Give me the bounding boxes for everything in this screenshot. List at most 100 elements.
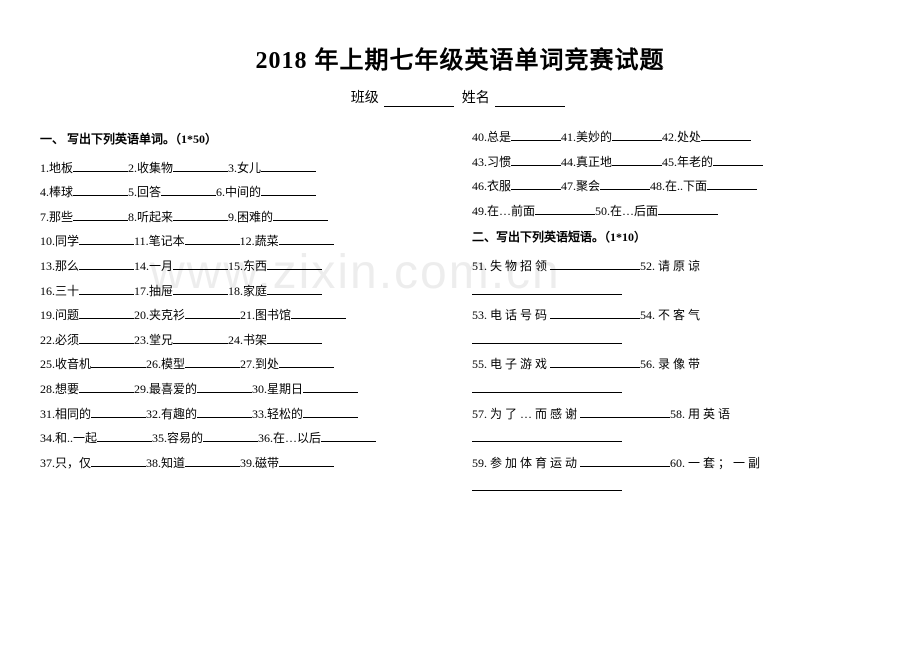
vocab-item: 41.美妙的 [561,130,612,144]
name-label: 姓名 [462,91,490,106]
answer-blank[interactable] [185,308,240,319]
answer-blank[interactable] [161,185,216,196]
answer-blank[interactable] [79,308,134,319]
answer-blank[interactable] [79,382,134,393]
answer-blank[interactable] [279,357,334,368]
name-blank[interactable] [495,92,565,107]
class-label: 班级 [351,91,379,106]
answer-blank[interactable] [73,185,128,196]
answer-blank[interactable] [701,130,751,141]
answer-blank[interactable] [550,357,640,368]
answer-blank[interactable] [291,308,346,319]
vocab-item: 9.困难的 [228,210,273,224]
vocab-row: 46.衣服47.聚会48.在..下面 [472,174,880,199]
vocab-row: 43.习惯44.真正地45.年老的 [472,150,880,175]
answer-blank[interactable] [261,185,316,196]
answer-blank[interactable] [472,431,622,442]
answer-blank[interactable] [73,210,128,221]
answer-blank[interactable] [91,456,146,467]
vocab-row: 19.问题20.夹克衫21.图书馆 [40,303,448,328]
answer-blank[interactable] [267,284,322,295]
answer-blank[interactable] [173,284,228,295]
answer-blank[interactable] [79,234,134,245]
phrase-item: 60. 一 套 ； 一 副 [670,456,760,470]
vocab-item: 11.笔记本 [134,234,185,248]
answer-blank[interactable] [580,456,670,467]
vocab-item: 22.必须 [40,333,79,347]
answer-blank[interactable] [79,259,134,270]
vocab-row: 16.三十17.抽屉18.家庭 [40,279,448,304]
answer-blank[interactable] [658,204,718,215]
answer-blank[interactable] [580,407,670,418]
answer-blank[interactable] [713,155,763,166]
answer-blank[interactable] [203,431,258,442]
answer-blank[interactable] [267,333,322,344]
answer-blank[interactable] [79,333,134,344]
answer-blank[interactable] [91,407,146,418]
phrase-item: 52. 请 原 谅 [640,259,700,273]
answer-blank[interactable] [261,161,316,172]
answer-blank[interactable] [707,179,757,190]
answer-blank[interactable] [550,308,640,319]
vocab-item: 1.地板 [40,161,73,175]
answer-blank[interactable] [173,259,228,270]
vocab-item: 43.习惯 [472,155,511,169]
answer-blank[interactable] [267,259,322,270]
answer-blank[interactable] [173,333,228,344]
answer-blank[interactable] [197,407,252,418]
phrase-cont-blank [472,328,880,353]
vocab-row: 1.地板2.收集物3.女儿 [40,156,448,181]
vocab-item: 44.真正地 [561,155,612,169]
vocab-item: 49.在…前面 [472,204,535,218]
phrase-row: 53. 电 话 号 码 54. 不 客 气 [472,303,880,328]
two-column-layout: 一、 写出下列英语单词。（1*50）1.地板2.收集物3.女儿4.棒球5.回答6… [40,125,880,500]
vocab-item: 19.问题 [40,308,79,322]
class-blank[interactable] [384,92,454,107]
phrase-row: 51. 失 物 招 领 52. 请 原 谅 [472,254,880,279]
vocab-item: 13.那么 [40,259,79,273]
answer-blank[interactable] [279,234,334,245]
answer-blank[interactable] [97,431,152,442]
answer-blank[interactable] [511,155,561,166]
phrase-item: 58. 用 英 语 [670,407,730,421]
answer-blank[interactable] [612,155,662,166]
answer-blank[interactable] [321,431,376,442]
answer-blank[interactable] [279,456,334,467]
answer-blank[interactable] [511,179,561,190]
answer-blank[interactable] [73,161,128,172]
answer-blank[interactable] [91,357,146,368]
answer-blank[interactable] [600,179,650,190]
vocab-item: 18.家庭 [228,284,267,298]
answer-blank[interactable] [173,161,228,172]
vocab-item: 30.星期日 [252,382,303,396]
phrase-item: 51. 失 物 招 领 [472,259,550,273]
vocab-item: 42.处处 [662,130,701,144]
vocab-item: 14.一月 [134,259,173,273]
answer-blank[interactable] [535,204,595,215]
phrase-item: 54. 不 客 气 [640,308,700,322]
subtitle-row: 班级 姓名 [40,87,880,107]
answer-blank[interactable] [303,407,358,418]
answer-blank[interactable] [472,382,622,393]
answer-blank[interactable] [511,130,561,141]
answer-blank[interactable] [612,130,662,141]
vocab-item: 28.想要 [40,382,79,396]
answer-blank[interactable] [197,382,252,393]
answer-blank[interactable] [185,456,240,467]
answer-blank[interactable] [173,210,228,221]
answer-blank[interactable] [472,284,622,295]
vocab-item: 3.女儿 [228,161,261,175]
vocab-item: 24.书架 [228,333,267,347]
vocab-row: 10.同学11.笔记本12.蔬菜 [40,229,448,254]
answer-blank[interactable] [550,259,640,270]
answer-blank[interactable] [472,480,622,491]
vocab-item: 25.收音机 [40,357,91,371]
vocab-item: 8.听起来 [128,210,173,224]
answer-blank[interactable] [79,284,134,295]
answer-blank[interactable] [185,357,240,368]
answer-blank[interactable] [303,382,358,393]
answer-blank[interactable] [472,333,622,344]
answer-blank[interactable] [185,234,240,245]
answer-blank[interactable] [273,210,328,221]
vocab-item: 5.回答 [128,185,161,199]
